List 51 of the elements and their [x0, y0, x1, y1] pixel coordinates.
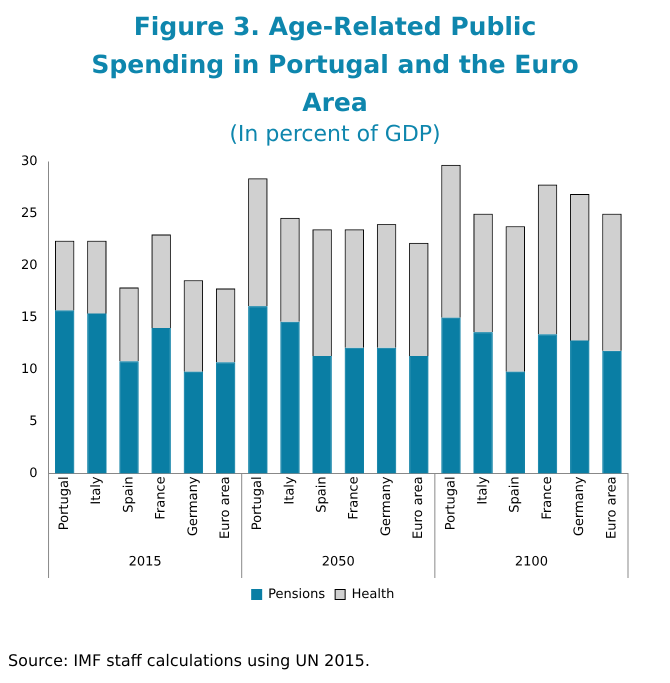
x-tick-label: Spain — [121, 476, 136, 513]
y-tick-label: 0 — [29, 466, 38, 481]
y-tick-label: 25 — [20, 206, 38, 222]
legend-label: Pensions — [268, 586, 326, 602]
y-tick-label: 20 — [20, 258, 38, 274]
x-tick-label: Euro area — [411, 476, 426, 540]
x-tick-label: Portugal — [443, 476, 458, 530]
bar — [119, 361, 139, 474]
x-tick-label: Portugal — [250, 476, 266, 530]
bar — [248, 306, 268, 474]
bar — [441, 318, 461, 474]
x-tick-label: Germany — [572, 476, 588, 536]
x-tick-label: Spain — [314, 476, 330, 513]
bar — [506, 372, 525, 474]
bar — [280, 322, 300, 474]
bar — [152, 328, 171, 474]
bar — [184, 372, 204, 474]
x-tick-label: France — [540, 476, 555, 520]
bar — [312, 356, 332, 474]
x-tick-label: Portugal — [57, 476, 72, 530]
x-tick-label: Italy — [476, 476, 491, 505]
bar — [538, 334, 558, 474]
x-tick-label: France — [154, 476, 169, 520]
bar — [344, 348, 364, 474]
source-note: Source: IMF staff calculations using UN 2015. — [8, 651, 371, 670]
bar — [473, 332, 493, 474]
bar — [570, 340, 590, 474]
x-tick-label: Germany — [378, 476, 394, 536]
text: 2015 — [128, 554, 162, 570]
bar — [87, 313, 106, 474]
bar — [216, 362, 236, 474]
x-tick-label: Euro area — [218, 476, 233, 540]
bar — [409, 356, 428, 474]
legend-label: Health — [352, 586, 394, 602]
y-tick-label: 15 — [20, 310, 38, 325]
x-tick-label: Euro area — [604, 476, 620, 540]
bar — [602, 350, 622, 474]
y-tick-label: 5 — [29, 414, 38, 429]
x-tick-label: Germany — [186, 476, 201, 536]
x-tick-label: Italy — [89, 476, 104, 505]
chart-subtitle: (In percent of GDP) — [228, 122, 442, 147]
x-tick-label: France — [346, 476, 362, 520]
x-tick-label: Spain — [508, 476, 523, 513]
chart-title: Figure 3. Age-Related Public Spending in Portugal and the Euro Area — [90, 11, 580, 119]
bar — [376, 348, 396, 474]
x-tick-label: Italy — [282, 476, 298, 505]
bar — [54, 310, 74, 474]
y-tick-label: 30 — [20, 154, 38, 170]
text: 2100 — [514, 554, 548, 570]
y-tick-label: 10 — [20, 362, 38, 377]
text: 2050 — [322, 554, 355, 570]
